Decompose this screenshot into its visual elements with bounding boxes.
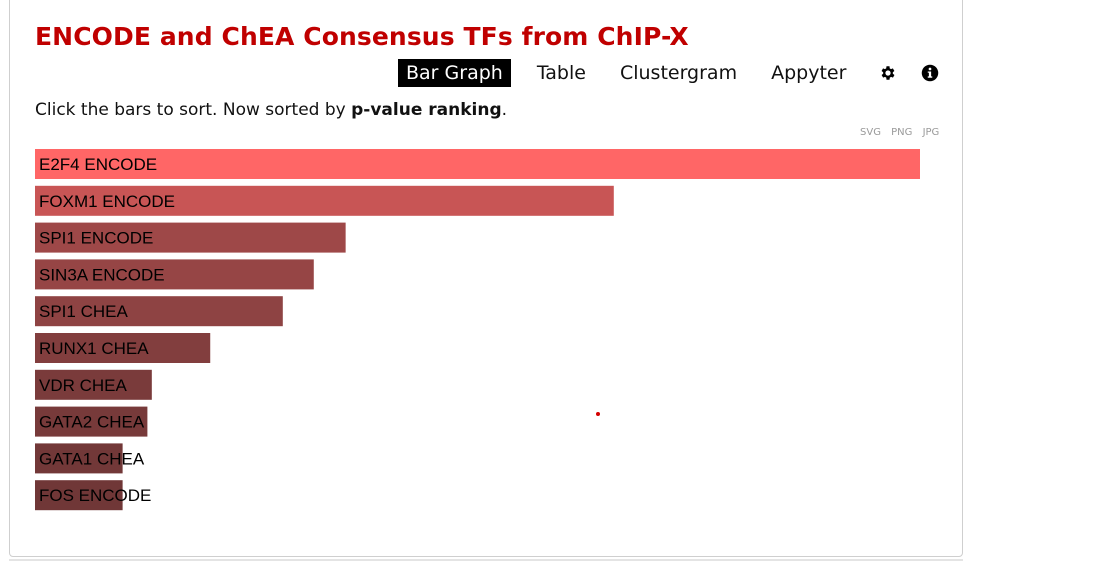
bar-vdr-chea[interactable] bbox=[35, 369, 152, 400]
tab-bar-graph[interactable]: Bar Graph bbox=[398, 59, 511, 87]
sort-instructions: Click the bars to sort. Now sorted by p-… bbox=[35, 100, 507, 120]
bar-spi1-encode[interactable] bbox=[35, 222, 346, 253]
bar-label: FOS ENCODE bbox=[39, 486, 151, 505]
bar-label: SPI1 ENCODE bbox=[39, 229, 153, 248]
bar-label: E2F4 ENCODE bbox=[39, 155, 157, 174]
bar-label: RUNX1 CHEA bbox=[39, 339, 149, 358]
bar-label: GATA1 CHEA bbox=[39, 449, 145, 468]
bar-gata1-chea[interactable] bbox=[35, 443, 123, 474]
bar-label: VDR CHEA bbox=[39, 376, 128, 395]
sort-key: p-value ranking bbox=[351, 100, 502, 120]
download-svg-link[interactable]: SVG bbox=[860, 127, 881, 138]
tab-appyter[interactable]: Appyter bbox=[771, 62, 847, 84]
bar-label: GATA2 CHEA bbox=[39, 413, 145, 432]
sort-note-suffix: . bbox=[501, 100, 508, 120]
bar-foxm1-encode[interactable] bbox=[35, 185, 614, 216]
bar-chart: E2F4 ENCODE FOXM1 ENCODE SPI1 ENCODE SIN3A … bbox=[35, 149, 920, 511]
info-icon[interactable] bbox=[920, 63, 940, 83]
tab-table[interactable]: Table bbox=[536, 62, 586, 84]
tab-clustergram[interactable]: Clustergram bbox=[619, 62, 738, 84]
bar-runx1-chea[interactable] bbox=[35, 333, 211, 363]
download-jpg-link[interactable]: JPG bbox=[922, 127, 940, 138]
bar-spi1-chea[interactable] bbox=[35, 296, 283, 327]
panel-divider bbox=[9, 559, 963, 561]
decorative-dot bbox=[596, 412, 600, 416]
view-tabs: Bar Graph Table Clustergram Appyter bbox=[398, 59, 940, 87]
bar-sin3a-encode[interactable] bbox=[35, 259, 314, 290]
page-title: ENCODE and ChEA Consensus TFs from ChIP-… bbox=[35, 22, 689, 51]
gear-icon[interactable] bbox=[878, 63, 898, 83]
sort-note-prefix: Click the bars to sort. Now sorted by bbox=[35, 100, 352, 120]
bar-gata2-chea[interactable] bbox=[35, 406, 148, 437]
download-links: SVG PNG JPG bbox=[860, 127, 939, 138]
bar-e2f4-encode[interactable] bbox=[35, 149, 920, 179]
bar-label: SPI1 CHEA bbox=[39, 302, 128, 321]
bar-label: SIN3A ENCODE bbox=[39, 265, 165, 284]
download-png-link[interactable]: PNG bbox=[891, 127, 913, 138]
bar-label: FOXM1 ENCODE bbox=[39, 192, 175, 211]
bar-fos-encode[interactable] bbox=[35, 480, 123, 511]
